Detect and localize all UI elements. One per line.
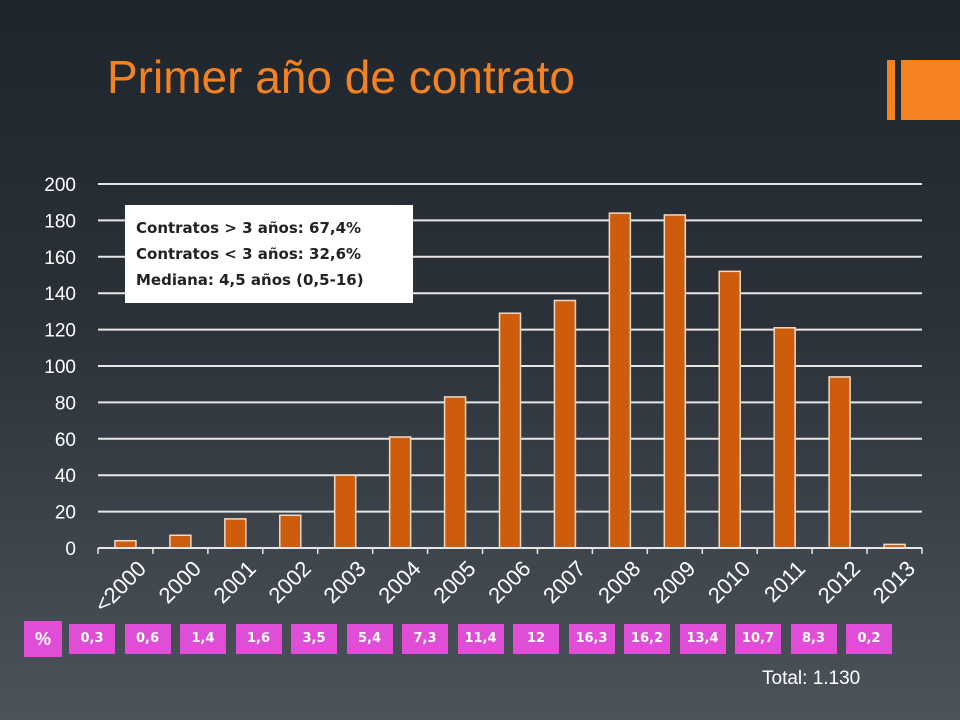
- percent-cell-2001: 1,4: [180, 624, 226, 654]
- x-tick-label-2012: 2012: [813, 556, 865, 608]
- x-tick-label-2002: 2002: [264, 556, 316, 608]
- percent-row-label: %: [24, 621, 62, 657]
- y-tick-label-200: 200: [44, 175, 76, 196]
- bar-2005: [443, 396, 467, 549]
- summary-box: Contratos > 3 años: 67,4% Contratos < 3 …: [125, 205, 413, 303]
- x-tick-label-2000: 2000: [154, 556, 206, 608]
- y-tick-label-160: 160: [44, 248, 76, 269]
- percent-cell-2010: 13,4: [679, 624, 726, 654]
- percent-cell-2009: 16,2: [624, 624, 670, 654]
- total-count: Total: 1.130: [762, 668, 861, 689]
- bar-2009: [663, 214, 687, 549]
- bar-2012: [828, 376, 851, 549]
- summary-line-contracts-over-3: Contratos > 3 años: 67,4%: [136, 219, 362, 237]
- bar-2000: [169, 534, 192, 549]
- summary-line-median: Mediana: 4,5 años (0,5-16): [136, 271, 364, 289]
- bar-2002: [279, 514, 302, 549]
- bar-2008: [608, 212, 632, 549]
- y-tick-label-180: 180: [44, 211, 76, 232]
- y-tick-label-60: 60: [55, 430, 76, 451]
- percent-cell-2013: 0,2: [846, 624, 892, 654]
- x-tick-label-2010: 2010: [703, 556, 755, 608]
- x-tick-label-2001: 2001: [209, 556, 261, 608]
- x-tick-label-2011: 2011: [759, 556, 810, 607]
- slide-title: Primer año de contrato: [107, 51, 575, 103]
- percent-cell-2000: 0,6: [124, 624, 171, 654]
- y-tick-label-80: 80: [55, 393, 76, 414]
- bar-2001: [224, 518, 247, 549]
- percent-cell-2002: 1,6: [235, 624, 282, 654]
- y-tick-label-120: 120: [44, 321, 76, 342]
- x-tick-label-2004: 2004: [373, 556, 425, 608]
- percent-cell-2004: 5,4: [346, 624, 393, 654]
- corner-accent-bar-wide: [901, 60, 960, 120]
- bar-2011: [773, 327, 796, 549]
- y-tick-label-20: 20: [55, 503, 76, 524]
- percent-cell-2008: 16,3: [568, 624, 615, 654]
- chart-x-tick-labels: <2000 2000 2001 2002 2003 2004 2005 2006 2007 200…: [90, 556, 920, 617]
- y-tick-label-40: 40: [55, 466, 76, 487]
- percent-cell-2005: 7,3: [402, 624, 448, 654]
- x-tick-label-2005: 2005: [428, 556, 480, 608]
- x-tick-label-2003: 2003: [318, 556, 370, 608]
- corner-accent-bar-thin: [887, 60, 895, 120]
- percent-cell-2006: 11,4: [457, 624, 504, 654]
- y-tick-label-0: 0: [65, 539, 76, 560]
- y-tick-label-100: 100: [44, 357, 76, 378]
- bar-2003: [333, 474, 357, 549]
- percent-cell-2011: 10,7: [735, 624, 781, 654]
- y-tick-label-140: 140: [44, 284, 76, 305]
- x-tick-label-2006: 2006: [483, 556, 535, 608]
- percent-cell-before-2000: 0,3: [69, 624, 115, 654]
- bar-2007: [553, 299, 577, 549]
- summary-line-contracts-under-3: Contratos < 3 años: 32,6%: [136, 245, 362, 263]
- bar-2004: [388, 436, 412, 549]
- percent-cell-2003: 3,5: [291, 624, 337, 654]
- bar-before-2000: [114, 539, 137, 549]
- percent-cell-2007: 12: [513, 624, 559, 654]
- x-tick-label-2008: 2008: [593, 556, 645, 608]
- x-tick-label-2009: 2009: [648, 556, 700, 608]
- chart-y-tick-labels: 0 20 40 60 80 100 120 140 160 180 200: [44, 175, 76, 560]
- chart-x-axis: [97, 547, 923, 554]
- x-tick-label-2013: 2013: [868, 556, 920, 608]
- bar-2010: [718, 270, 741, 549]
- x-tick-label-before-2000: <2000: [90, 556, 151, 617]
- bar-2006: [498, 312, 522, 549]
- percent-cell-2012: 8,3: [790, 624, 837, 654]
- x-tick-label-2007: 2007: [538, 556, 590, 608]
